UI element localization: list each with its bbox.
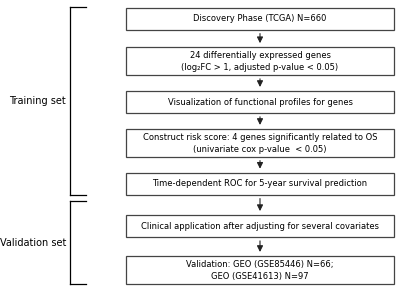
Text: Validation set: Validation set [0, 238, 66, 248]
Text: Training set: Training set [9, 96, 66, 106]
Text: Construct risk score: 4 genes significantly related to OS
(univariate cox p-valu: Construct risk score: 4 genes significan… [143, 133, 377, 154]
FancyBboxPatch shape [126, 173, 394, 195]
FancyBboxPatch shape [126, 8, 394, 30]
Text: Visualization of functional profiles for genes: Visualization of functional profiles for… [168, 98, 352, 107]
FancyBboxPatch shape [126, 256, 394, 284]
Text: Time-dependent ROC for 5-year survival prediction: Time-dependent ROC for 5-year survival p… [152, 180, 368, 188]
FancyBboxPatch shape [126, 91, 394, 113]
Text: 24 differentially expressed genes
(log₂FC > 1, adjusted p-value < 0.05): 24 differentially expressed genes (log₂F… [182, 51, 338, 72]
Text: Discovery Phase (TCGA) N=660: Discovery Phase (TCGA) N=660 [193, 15, 327, 23]
Text: Clinical application after adjusting for several covariates: Clinical application after adjusting for… [141, 222, 379, 231]
FancyBboxPatch shape [126, 129, 394, 157]
FancyBboxPatch shape [126, 47, 394, 75]
FancyBboxPatch shape [126, 215, 394, 237]
Text: Validation: GEO (GSE85446) N=66;
GEO (GSE41613) N=97: Validation: GEO (GSE85446) N=66; GEO (GS… [186, 260, 334, 281]
